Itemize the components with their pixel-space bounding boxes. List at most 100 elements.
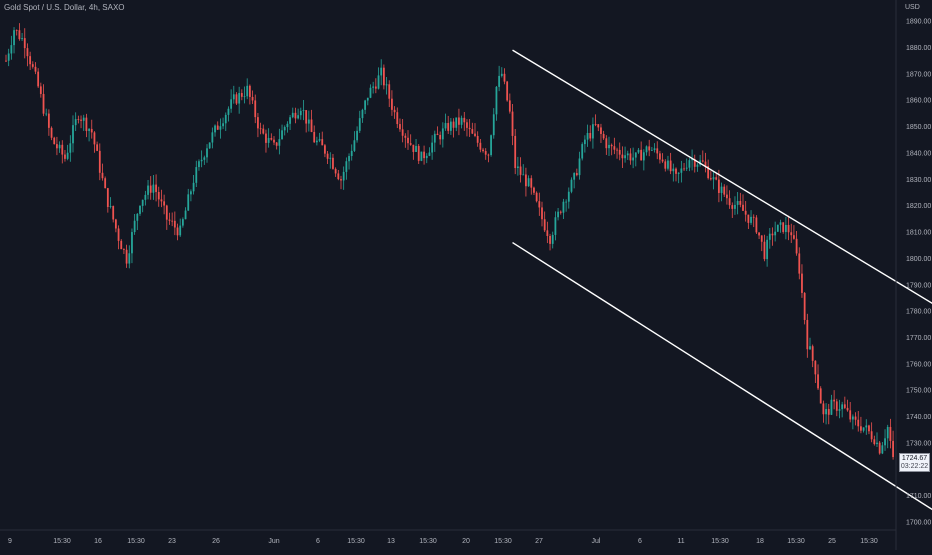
candle-body bbox=[114, 219, 117, 229]
candle-body bbox=[348, 156, 350, 162]
candle-body bbox=[187, 194, 190, 211]
candle-body bbox=[128, 253, 131, 264]
candle-body bbox=[803, 292, 806, 320]
candle-body bbox=[830, 399, 833, 415]
candle-body bbox=[583, 139, 586, 145]
last-price-value: 1724.67 bbox=[901, 455, 928, 462]
candle-body bbox=[463, 117, 466, 123]
candle-body bbox=[889, 426, 892, 441]
candle-body bbox=[407, 137, 409, 144]
candle-body bbox=[21, 38, 23, 40]
candle-body bbox=[766, 239, 769, 260]
candle-body bbox=[93, 132, 96, 145]
candle-body bbox=[396, 112, 399, 125]
candle-body bbox=[254, 100, 257, 118]
candle-body bbox=[198, 161, 200, 168]
candle-body bbox=[139, 205, 141, 214]
candle-body bbox=[415, 145, 417, 152]
time-tick-label: 15:30 bbox=[787, 538, 805, 545]
candle-body bbox=[286, 123, 289, 128]
candle-body bbox=[393, 109, 396, 113]
candle-body bbox=[329, 157, 332, 159]
price-tick-label: 1780.00 bbox=[906, 309, 931, 316]
price-tick-label: 1740.00 bbox=[906, 414, 931, 421]
candle-body bbox=[64, 154, 66, 159]
candle-body bbox=[358, 118, 361, 131]
candle-body bbox=[487, 154, 490, 156]
candle-body bbox=[72, 125, 74, 144]
time-tick-label: 9 bbox=[8, 538, 12, 545]
candle-body bbox=[235, 94, 238, 104]
candle-body bbox=[361, 109, 364, 119]
channel-line-lower[interactable] bbox=[512, 241, 932, 523]
candle-body bbox=[441, 128, 444, 140]
candle-body bbox=[155, 184, 157, 192]
candle-body bbox=[69, 143, 72, 153]
candle-body bbox=[841, 404, 844, 410]
time-tick-label: 11 bbox=[677, 538, 684, 545]
currency-label: USD bbox=[905, 4, 920, 11]
candles-layer bbox=[5, 23, 894, 460]
candle-body bbox=[337, 173, 340, 180]
candle-body bbox=[742, 204, 744, 211]
candle-body bbox=[747, 214, 750, 223]
candle-body bbox=[605, 138, 608, 149]
time-tick-label: 23 bbox=[168, 538, 176, 545]
candle-body bbox=[768, 233, 771, 240]
candle-body bbox=[640, 149, 643, 161]
time-tick-label: 15:30 bbox=[860, 538, 878, 545]
candle-body bbox=[779, 222, 782, 225]
candle-body bbox=[846, 407, 849, 411]
candle-body bbox=[310, 119, 313, 132]
candle-body bbox=[801, 273, 803, 293]
candle-body bbox=[621, 154, 624, 159]
candle-body bbox=[471, 129, 474, 134]
time-tick-label: 25 bbox=[828, 538, 836, 545]
candle-body bbox=[455, 117, 458, 128]
candle-body bbox=[506, 81, 509, 101]
candle-body bbox=[265, 133, 267, 143]
channel-line-upper[interactable] bbox=[512, 49, 932, 443]
symbol-title: Gold Spot / U.S. Dollar, 4h, SAXO bbox=[4, 3, 125, 12]
candle-body bbox=[26, 48, 29, 57]
candle-body bbox=[267, 137, 270, 143]
candle-body bbox=[85, 117, 88, 131]
candle-body bbox=[565, 201, 568, 203]
candle-body bbox=[667, 160, 669, 169]
candle-body bbox=[53, 137, 56, 145]
price-tick-label: 1700.00 bbox=[906, 520, 931, 527]
candle-body bbox=[163, 201, 166, 206]
candle-body bbox=[763, 241, 766, 260]
candle-body bbox=[144, 194, 147, 200]
candle-body bbox=[324, 145, 326, 154]
candle-body bbox=[693, 159, 696, 167]
candle-body bbox=[758, 232, 760, 236]
candle-body bbox=[152, 184, 155, 193]
candle-body bbox=[439, 134, 442, 140]
candle-body bbox=[227, 108, 230, 115]
candle-body bbox=[313, 131, 316, 143]
candle-body bbox=[112, 206, 115, 220]
candle-body bbox=[726, 194, 728, 199]
candle-body bbox=[50, 127, 53, 138]
candle-body bbox=[557, 211, 559, 218]
candle-body bbox=[653, 148, 656, 150]
candle-body bbox=[500, 73, 503, 76]
candle-body bbox=[243, 96, 246, 98]
candle-body bbox=[380, 67, 383, 76]
candle-body bbox=[58, 144, 61, 149]
candle-body bbox=[723, 186, 726, 195]
candle-body bbox=[211, 132, 214, 143]
candle-body bbox=[570, 179, 573, 192]
candle-body bbox=[238, 93, 241, 104]
candle-body bbox=[701, 160, 704, 162]
candle-body bbox=[246, 85, 249, 97]
candle-body bbox=[294, 112, 297, 119]
candle-body bbox=[401, 129, 404, 136]
channel-layer bbox=[512, 49, 932, 523]
price-tick-label: 1810.00 bbox=[906, 230, 931, 237]
candle-body bbox=[147, 185, 149, 195]
candle-body bbox=[399, 124, 401, 130]
